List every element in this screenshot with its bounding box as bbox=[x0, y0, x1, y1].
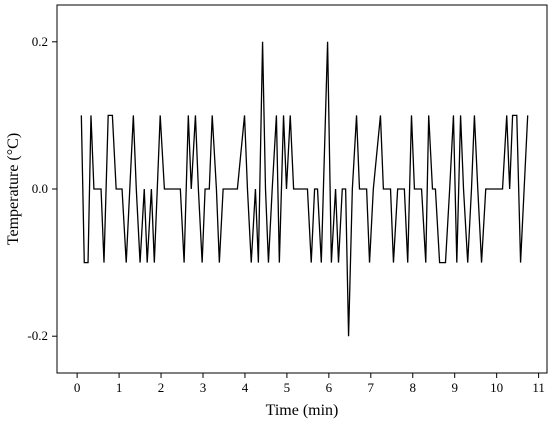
x-tick-label: 5 bbox=[284, 380, 291, 395]
x-tick-label: 0 bbox=[74, 380, 81, 395]
x-tick-label: 4 bbox=[242, 380, 249, 395]
y-axis-title: Temperature (°C) bbox=[5, 133, 22, 245]
x-tick-label: 7 bbox=[368, 380, 375, 395]
y-tick-label: -0.2 bbox=[27, 328, 48, 343]
x-tick-label: 9 bbox=[451, 380, 458, 395]
x-tick-label: 8 bbox=[410, 380, 417, 395]
x-tick-label: 2 bbox=[158, 380, 165, 395]
x-tick-label: 10 bbox=[490, 380, 503, 395]
x-axis-title: Time (min) bbox=[266, 402, 339, 419]
y-tick-label: 0.0 bbox=[32, 181, 48, 196]
y-tick-label: 0.2 bbox=[32, 34, 48, 49]
x-tick-label: 1 bbox=[116, 380, 123, 395]
x-tick-label: 11 bbox=[532, 380, 545, 395]
temperature-line bbox=[80, 41, 529, 337]
x-tick-label: 6 bbox=[326, 380, 333, 395]
x-tick-label: 3 bbox=[200, 380, 207, 395]
